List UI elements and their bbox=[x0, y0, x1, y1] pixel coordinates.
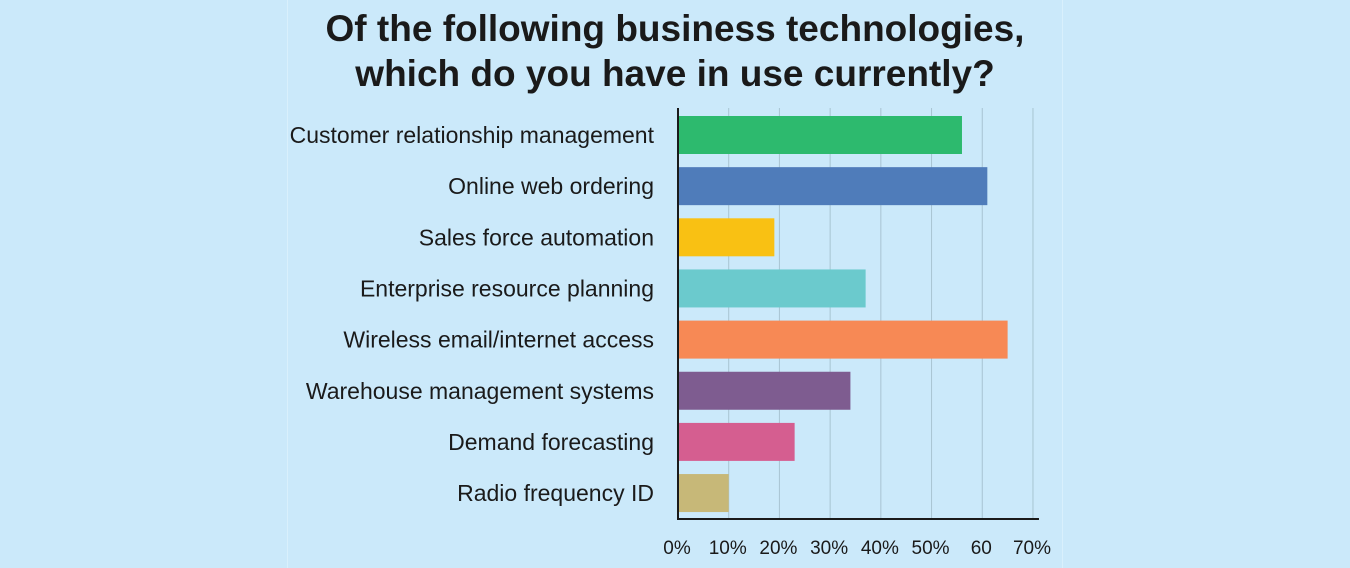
category-label-3: Sales force automation bbox=[419, 224, 654, 250]
category-label-4: Enterprise resource planning bbox=[360, 275, 654, 301]
x-tick-label-60: 60 bbox=[971, 538, 992, 559]
x-tick-label-30: 30% bbox=[810, 538, 848, 559]
category-label-8: Radio frequency ID bbox=[457, 480, 654, 506]
x-tick-label-50: 50% bbox=[912, 538, 950, 559]
category-label-2: Online web ordering bbox=[448, 173, 654, 199]
category-label-7: Demand forecasting bbox=[448, 429, 654, 455]
category-label-1: Customer relationship management bbox=[290, 122, 655, 148]
category-label-5: Wireless email/internet access bbox=[343, 327, 654, 353]
bar-3 bbox=[678, 218, 775, 257]
x-tick-label-0: 0% bbox=[663, 538, 691, 559]
left-border-line bbox=[287, 0, 288, 568]
right-border-line bbox=[1062, 0, 1063, 568]
x-tick-label-10: 10% bbox=[709, 538, 747, 559]
bar-6 bbox=[678, 371, 851, 410]
bar-2 bbox=[678, 167, 988, 206]
bar-5 bbox=[678, 320, 1008, 359]
category-label-6: Warehouse management systems bbox=[306, 378, 654, 404]
bar-1 bbox=[678, 116, 962, 154]
x-tick-label-20: 20% bbox=[759, 538, 797, 559]
chart-title-line-2: which do you have in use currently? bbox=[355, 53, 995, 94]
chart-title: Of the following business technologies, … bbox=[0, 6, 1350, 96]
bar-8 bbox=[678, 474, 729, 513]
x-tick-label-40: 40% bbox=[861, 538, 899, 559]
bar-7 bbox=[678, 422, 795, 461]
chart-title-line-1: Of the following business technologies, bbox=[325, 8, 1025, 49]
bar-4 bbox=[678, 269, 866, 308]
x-tick-label-70: 70% bbox=[1013, 538, 1051, 559]
